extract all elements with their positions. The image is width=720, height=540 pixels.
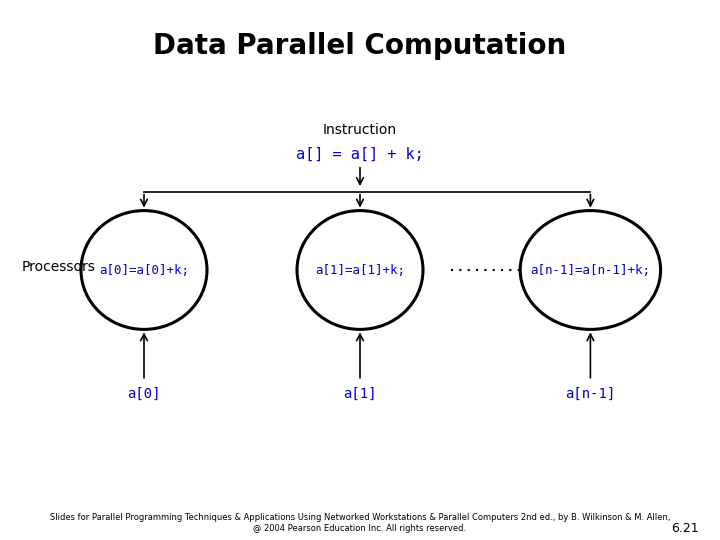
- Text: Slides for Parallel Programming Techniques & Applications Using Networked Workst: Slides for Parallel Programming Techniqu…: [50, 513, 670, 522]
- Text: Processors: Processors: [22, 260, 96, 274]
- Text: @ 2004 Pearson Education Inc. All rights reserved.: @ 2004 Pearson Education Inc. All rights…: [253, 524, 467, 532]
- Text: a[1]=a[1]+k;: a[1]=a[1]+k;: [315, 264, 405, 276]
- Text: Data Parallel Computation: Data Parallel Computation: [153, 32, 567, 60]
- Text: 6.21: 6.21: [671, 522, 698, 535]
- Text: a[n-1]=a[n-1]+k;: a[n-1]=a[n-1]+k;: [531, 264, 650, 276]
- Text: a[0]=a[0]+k;: a[0]=a[0]+k;: [99, 264, 189, 276]
- Text: Instruction: Instruction: [323, 123, 397, 137]
- Text: a[n-1]: a[n-1]: [565, 387, 616, 401]
- Text: a[1]: a[1]: [343, 387, 377, 401]
- Text: a[0]: a[0]: [127, 387, 161, 401]
- Text: a[] = a[] + k;: a[] = a[] + k;: [296, 146, 424, 161]
